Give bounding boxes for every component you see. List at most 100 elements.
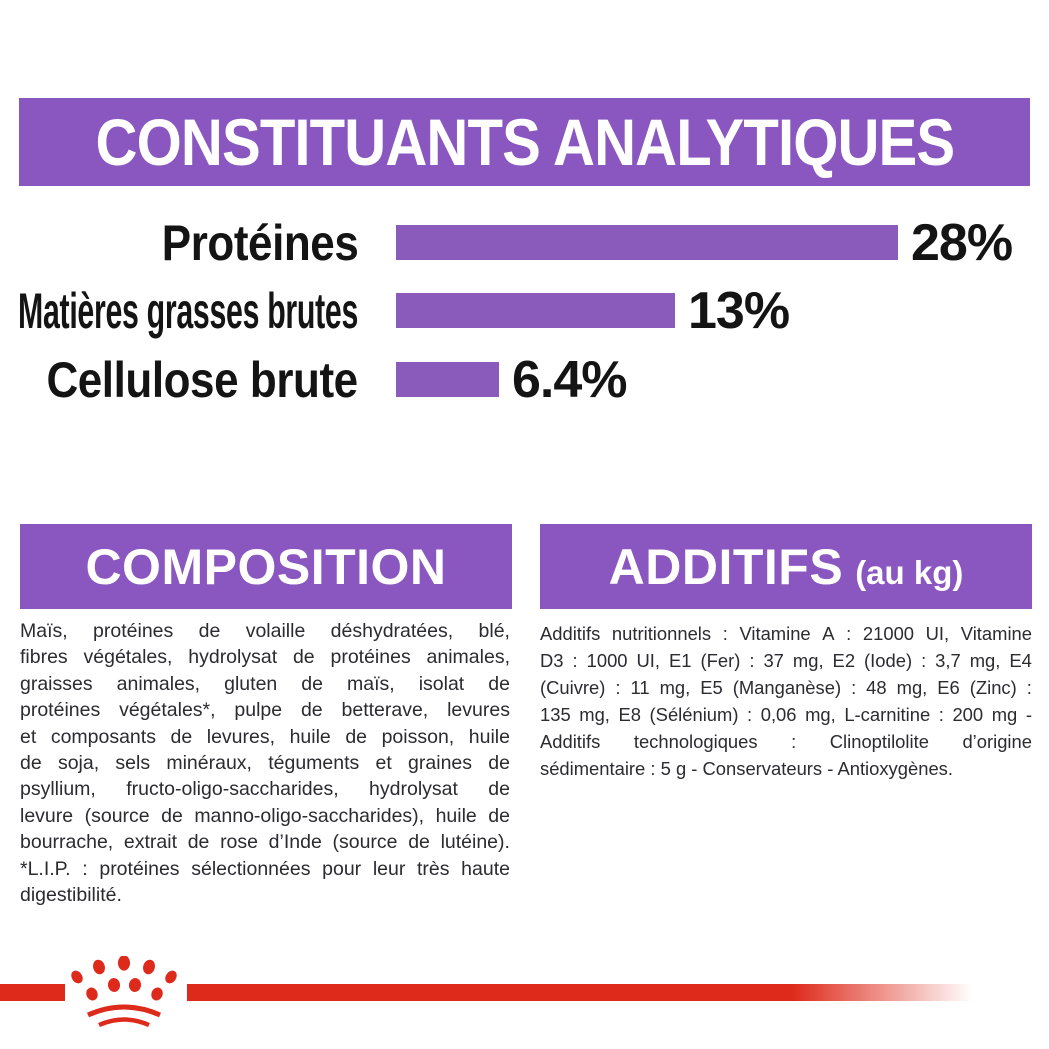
chart-category-label-text: Matières grasses brutes bbox=[18, 283, 358, 339]
text-word: (Zinc) bbox=[969, 677, 1017, 698]
text-word: mg, bbox=[969, 650, 1001, 671]
text-word: (Manganèse) bbox=[732, 677, 842, 698]
text-word: A bbox=[822, 623, 835, 644]
text-word: *L.I.P. bbox=[20, 857, 71, 880]
text-word: Maïs, bbox=[20, 620, 68, 642]
text-word: (source bbox=[332, 831, 398, 854]
chart-value-label: 6.4% bbox=[512, 351, 628, 409]
text-word: d’origine bbox=[962, 731, 1032, 752]
text-word: mg, bbox=[579, 704, 610, 725]
text-word: de bbox=[488, 804, 510, 827]
text-word: sélectionnées bbox=[191, 857, 311, 880]
text-word: graines bbox=[408, 752, 473, 775]
text-word: de bbox=[292, 646, 315, 669]
text-word: animales, bbox=[116, 672, 201, 695]
text-line: Maïs, protéines de volaille déshydratées, blé… bbox=[20, 618, 510, 644]
chart-category-label: Protéines bbox=[0, 215, 358, 271]
text-word: de bbox=[345, 725, 368, 748]
analytical-constituents-chart: Protéines 28% Matières grasses brutes 13% Ce… bbox=[0, 0, 1049, 430]
text-word: isolat bbox=[418, 672, 465, 695]
text-word: Additifs bbox=[540, 623, 601, 644]
text-word: volaille bbox=[245, 620, 306, 642]
text-word: hydrolysat bbox=[369, 778, 458, 801]
text-line: et composants de levures, huile de poisson, hui… bbox=[20, 724, 510, 750]
text-line: D3:1000 UI, E1 (Fer):37 mg, E2 (Iode):3,7 mg, E4 bbox=[540, 647, 1032, 674]
text-line: de soja, sels minéraux, téguments et graines de bbox=[20, 750, 510, 776]
chart-category-label-text: Cellulose brute bbox=[46, 352, 359, 408]
text-word: 1000 bbox=[586, 650, 628, 671]
text-word: manno-oligo-saccharides), bbox=[194, 804, 425, 827]
text-word: sels bbox=[115, 752, 151, 775]
text-word: 3,7 bbox=[935, 650, 961, 671]
text-word: de bbox=[488, 672, 510, 695]
text-word: : bbox=[747, 704, 753, 725]
text-line: bourrache, extrait de rose d’Inde (source de lu… bbox=[20, 829, 510, 855]
text-line: graisses animales, gluten de maïs, isolat de bbox=[20, 671, 510, 697]
text-line: (Cuivre):11 mg, E5 (Manganèse):48 mg, E6 (Zinc… bbox=[540, 674, 1032, 701]
text-word: psyllium, bbox=[20, 778, 96, 801]
text-line: Additifs nutritionnels: Vitamine A:21000 UI,… bbox=[540, 620, 1032, 647]
text-word: : bbox=[572, 650, 578, 671]
text-word: : bbox=[921, 650, 927, 671]
additives-text: Additifs nutritionnels: Vitamine A:21000 UI,… bbox=[540, 620, 1032, 782]
text-word: protéines bbox=[20, 699, 101, 722]
text-word: pulpe bbox=[234, 699, 283, 722]
text-word: soja, bbox=[57, 752, 100, 775]
chart-row: Matières grasses brutes 13% bbox=[0, 282, 1049, 340]
text-word: levure bbox=[20, 804, 74, 827]
text-word: protéines bbox=[99, 857, 180, 880]
text-word: hydrolysat bbox=[188, 646, 278, 669]
text-word: de bbox=[408, 831, 430, 854]
chart-row: Protéines 28% bbox=[0, 214, 1049, 272]
text-line: levure (source de manno-oligo-saccharides),… bbox=[20, 803, 510, 829]
text-word: : bbox=[749, 650, 755, 671]
text-word: téguments bbox=[268, 752, 360, 775]
text-word: pour bbox=[322, 857, 362, 880]
text-word: levures, bbox=[206, 725, 276, 748]
text-word: végétales, bbox=[83, 646, 173, 669]
text-word: protéines bbox=[330, 646, 411, 669]
chart-bar bbox=[396, 362, 499, 397]
chart-value-label: 28% bbox=[911, 214, 1013, 272]
text-word: extrait bbox=[123, 831, 178, 854]
text-word: : bbox=[82, 857, 88, 880]
text-word: E1 bbox=[669, 650, 692, 671]
additives-title: ADDITIFS bbox=[608, 539, 844, 595]
text-line: 135 mg, E8 (Sélénium):0,06 mg, L-carnitine:20… bbox=[540, 701, 1032, 728]
text-word: très bbox=[417, 857, 450, 880]
footer-rule-left bbox=[0, 984, 65, 1001]
text-word: betterave, bbox=[341, 699, 429, 722]
text-word: (Iode) bbox=[864, 650, 913, 671]
text-line: sédimentaire : 5 g - Conservateurs - Ant… bbox=[540, 758, 953, 779]
footer-rule-right bbox=[187, 984, 973, 1001]
text-word: minéraux, bbox=[166, 752, 252, 775]
text-word: lutéine). bbox=[440, 831, 510, 854]
text-word: E5 bbox=[700, 677, 723, 698]
text-word: bourrache, bbox=[20, 831, 114, 854]
text-word: : bbox=[615, 677, 621, 698]
text-word: huile bbox=[468, 725, 510, 748]
text-line: psyllium, fructo-oligo-saccharides, hydrol… bbox=[20, 776, 510, 802]
text-word: : bbox=[791, 731, 797, 752]
text-word: E6 bbox=[937, 677, 960, 698]
text-word: et bbox=[375, 752, 392, 775]
text-word: : bbox=[1026, 677, 1032, 698]
text-word: 11 bbox=[630, 677, 650, 698]
royal-canin-crown-icon bbox=[71, 956, 177, 1028]
text-word: (Cuivre) bbox=[540, 677, 606, 698]
analytical-constituents-title: CONSTITUANTS ANALYTIQUES bbox=[95, 105, 955, 179]
additives-unit-label: (au kg) bbox=[855, 554, 964, 591]
chart-bar bbox=[396, 293, 675, 328]
chart-value-label: 13% bbox=[688, 282, 790, 340]
text-line: *L.I.P.: protéines sélectionnées pour leur tr… bbox=[20, 856, 510, 882]
text-word: Clinoptilolite bbox=[829, 731, 929, 752]
text-word: d’Inde bbox=[268, 831, 322, 854]
text-word: de bbox=[170, 725, 193, 748]
text-word: leur bbox=[372, 857, 406, 880]
analytical-constituents-banner: CONSTITUANTS ANALYTIQUES bbox=[19, 98, 1030, 186]
text-word: nutritionnels bbox=[611, 623, 712, 644]
text-word: gluten bbox=[224, 672, 278, 695]
text-word: végétales*, bbox=[119, 699, 216, 722]
text-word: de bbox=[301, 672, 323, 695]
